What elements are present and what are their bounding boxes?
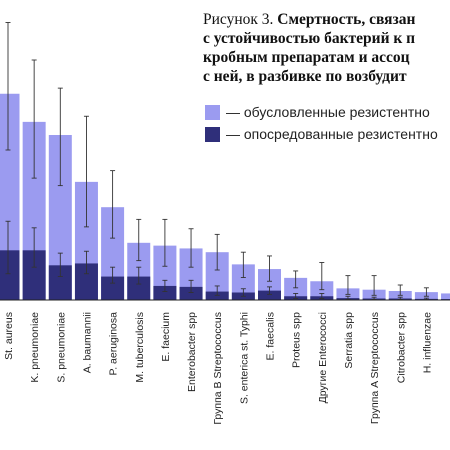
- errorbar-attributable-6: [162, 218, 168, 267]
- bar-associated-1: [22, 250, 46, 300]
- x-tick-label-13: Serratia spp: [343, 312, 355, 369]
- errorbar-attributable-2: [57, 87, 63, 187]
- errorbar-attributable-1: [31, 59, 37, 179]
- legend-label-associated: — опосредованные резистентно: [226, 126, 438, 142]
- x-tick-label-4: P. aeruginosa: [108, 312, 120, 376]
- errorbar-associated-13: [345, 295, 351, 300]
- legend-label-attributable: — обусловленные резистентно: [226, 104, 430, 120]
- x-tick-label-11: Proteus spp: [291, 312, 303, 368]
- errorbar-associated-8: [214, 285, 220, 296]
- errorbar-associated-11: [293, 292, 299, 299]
- errorbar-associated-2: [57, 252, 63, 278]
- errorbar-associated-0: [5, 220, 11, 275]
- errorbar-attributable-16: [423, 287, 429, 297]
- errorbar-associated-10: [267, 286, 272, 295]
- bar-attributable-12: [310, 281, 334, 300]
- errorbar-associated-9: [240, 288, 246, 297]
- bar-associated-6: [153, 285, 177, 300]
- errorbar-attributable-7: [188, 228, 194, 268]
- x-tick-label-12: Другие Enterococci: [317, 312, 329, 403]
- errorbar-associated-6: [162, 279, 168, 293]
- errorbar-associated-15: [397, 296, 403, 300]
- chart-title: Рисунок 3. Смертность, связан с устойчив…: [203, 10, 450, 86]
- errorbar-attributable-11: [293, 270, 299, 289]
- legend-item-associated: — опосредованные резистентно: [205, 123, 438, 145]
- x-tick-label-8: Группа B Streptococcus: [212, 312, 224, 425]
- errorbar-associated-3: [83, 250, 89, 275]
- x-tick-label-16: H. influenzae: [421, 312, 433, 373]
- legend: — обусловленные резистентно — опосредова…: [205, 101, 438, 145]
- x-tick-label-7: Enterobacter spp: [186, 312, 198, 392]
- errorbar-associated-4: [110, 266, 116, 284]
- bar-attributable-8: [205, 252, 229, 300]
- errorbar-associated-14: [371, 296, 377, 300]
- errorbar-associated-7: [188, 279, 194, 293]
- x-tick-label-14: Группа A Streptococcus: [369, 312, 381, 424]
- errorbar-attributable-8: [214, 233, 220, 271]
- bar-attributable-17: [441, 293, 450, 300]
- bar-associated-0: [0, 250, 20, 300]
- errorbar-attributable-13: [345, 275, 351, 295]
- bar-associated-3: [74, 263, 98, 300]
- errorbar-attributable-15: [397, 284, 403, 296]
- bar-associated-2: [48, 265, 72, 300]
- x-tick-label-6: E. faecium: [160, 312, 172, 362]
- x-tick-label-10: E. faecalis: [265, 312, 277, 360]
- errorbar-attributable-12: [319, 262, 325, 291]
- bar-associated-10: [258, 290, 281, 300]
- legend-item-attributable: — обусловленные резистентно: [205, 101, 438, 123]
- title-line-1: Смертность, связан: [277, 11, 416, 28]
- x-tick-label-5: M. tuberculosis: [134, 312, 146, 383]
- errorbar-attributable-9: [240, 251, 246, 278]
- errorbar-attributable-0: [5, 22, 11, 151]
- errorbar-attributable-14: [371, 275, 377, 296]
- x-tick-label-15: Citrobacter spp: [395, 312, 407, 383]
- errorbar-attributable-3: [83, 115, 89, 228]
- bar-associated-8: [205, 291, 229, 300]
- title-line-3: кробным препаратам и ассоц: [203, 49, 410, 66]
- bar-attributable-11: [284, 277, 308, 300]
- legend-swatch-attributable: [205, 104, 220, 120]
- bar-associated-5: [127, 276, 151, 300]
- errorbar-attributable-10: [267, 255, 272, 282]
- title-line-2: с устойчивостью бактерий к п: [203, 30, 416, 47]
- errorbar-associated-1: [31, 227, 37, 268]
- bar-associated-7: [179, 286, 203, 300]
- x-tick-label-1: K. pneumoniae: [29, 312, 41, 383]
- legend-swatch-associated: [205, 126, 220, 142]
- x-tick-label-0: St. aureus: [3, 312, 15, 360]
- bar-attributable-9: [231, 264, 255, 300]
- bar-attributable-0: [0, 93, 20, 300]
- figure-number: Рисунок 3.: [203, 11, 274, 28]
- errorbar-associated-5: [136, 266, 142, 285]
- bar-associated-4: [101, 276, 125, 300]
- x-tick-label-9: S. enterica st. Typhi: [238, 312, 250, 404]
- errorbar-attributable-4: [110, 170, 116, 239]
- bar-attributable-2: [48, 135, 72, 300]
- errorbar-attributable-5: [136, 218, 142, 262]
- x-tick-label-3: A. baumannii: [81, 312, 93, 373]
- errorbar-associated-12: [319, 292, 325, 299]
- x-tick-label-2: S. pneumoniae: [55, 312, 67, 383]
- title-line-4: с ней, в разбивке по возбудит: [203, 68, 407, 85]
